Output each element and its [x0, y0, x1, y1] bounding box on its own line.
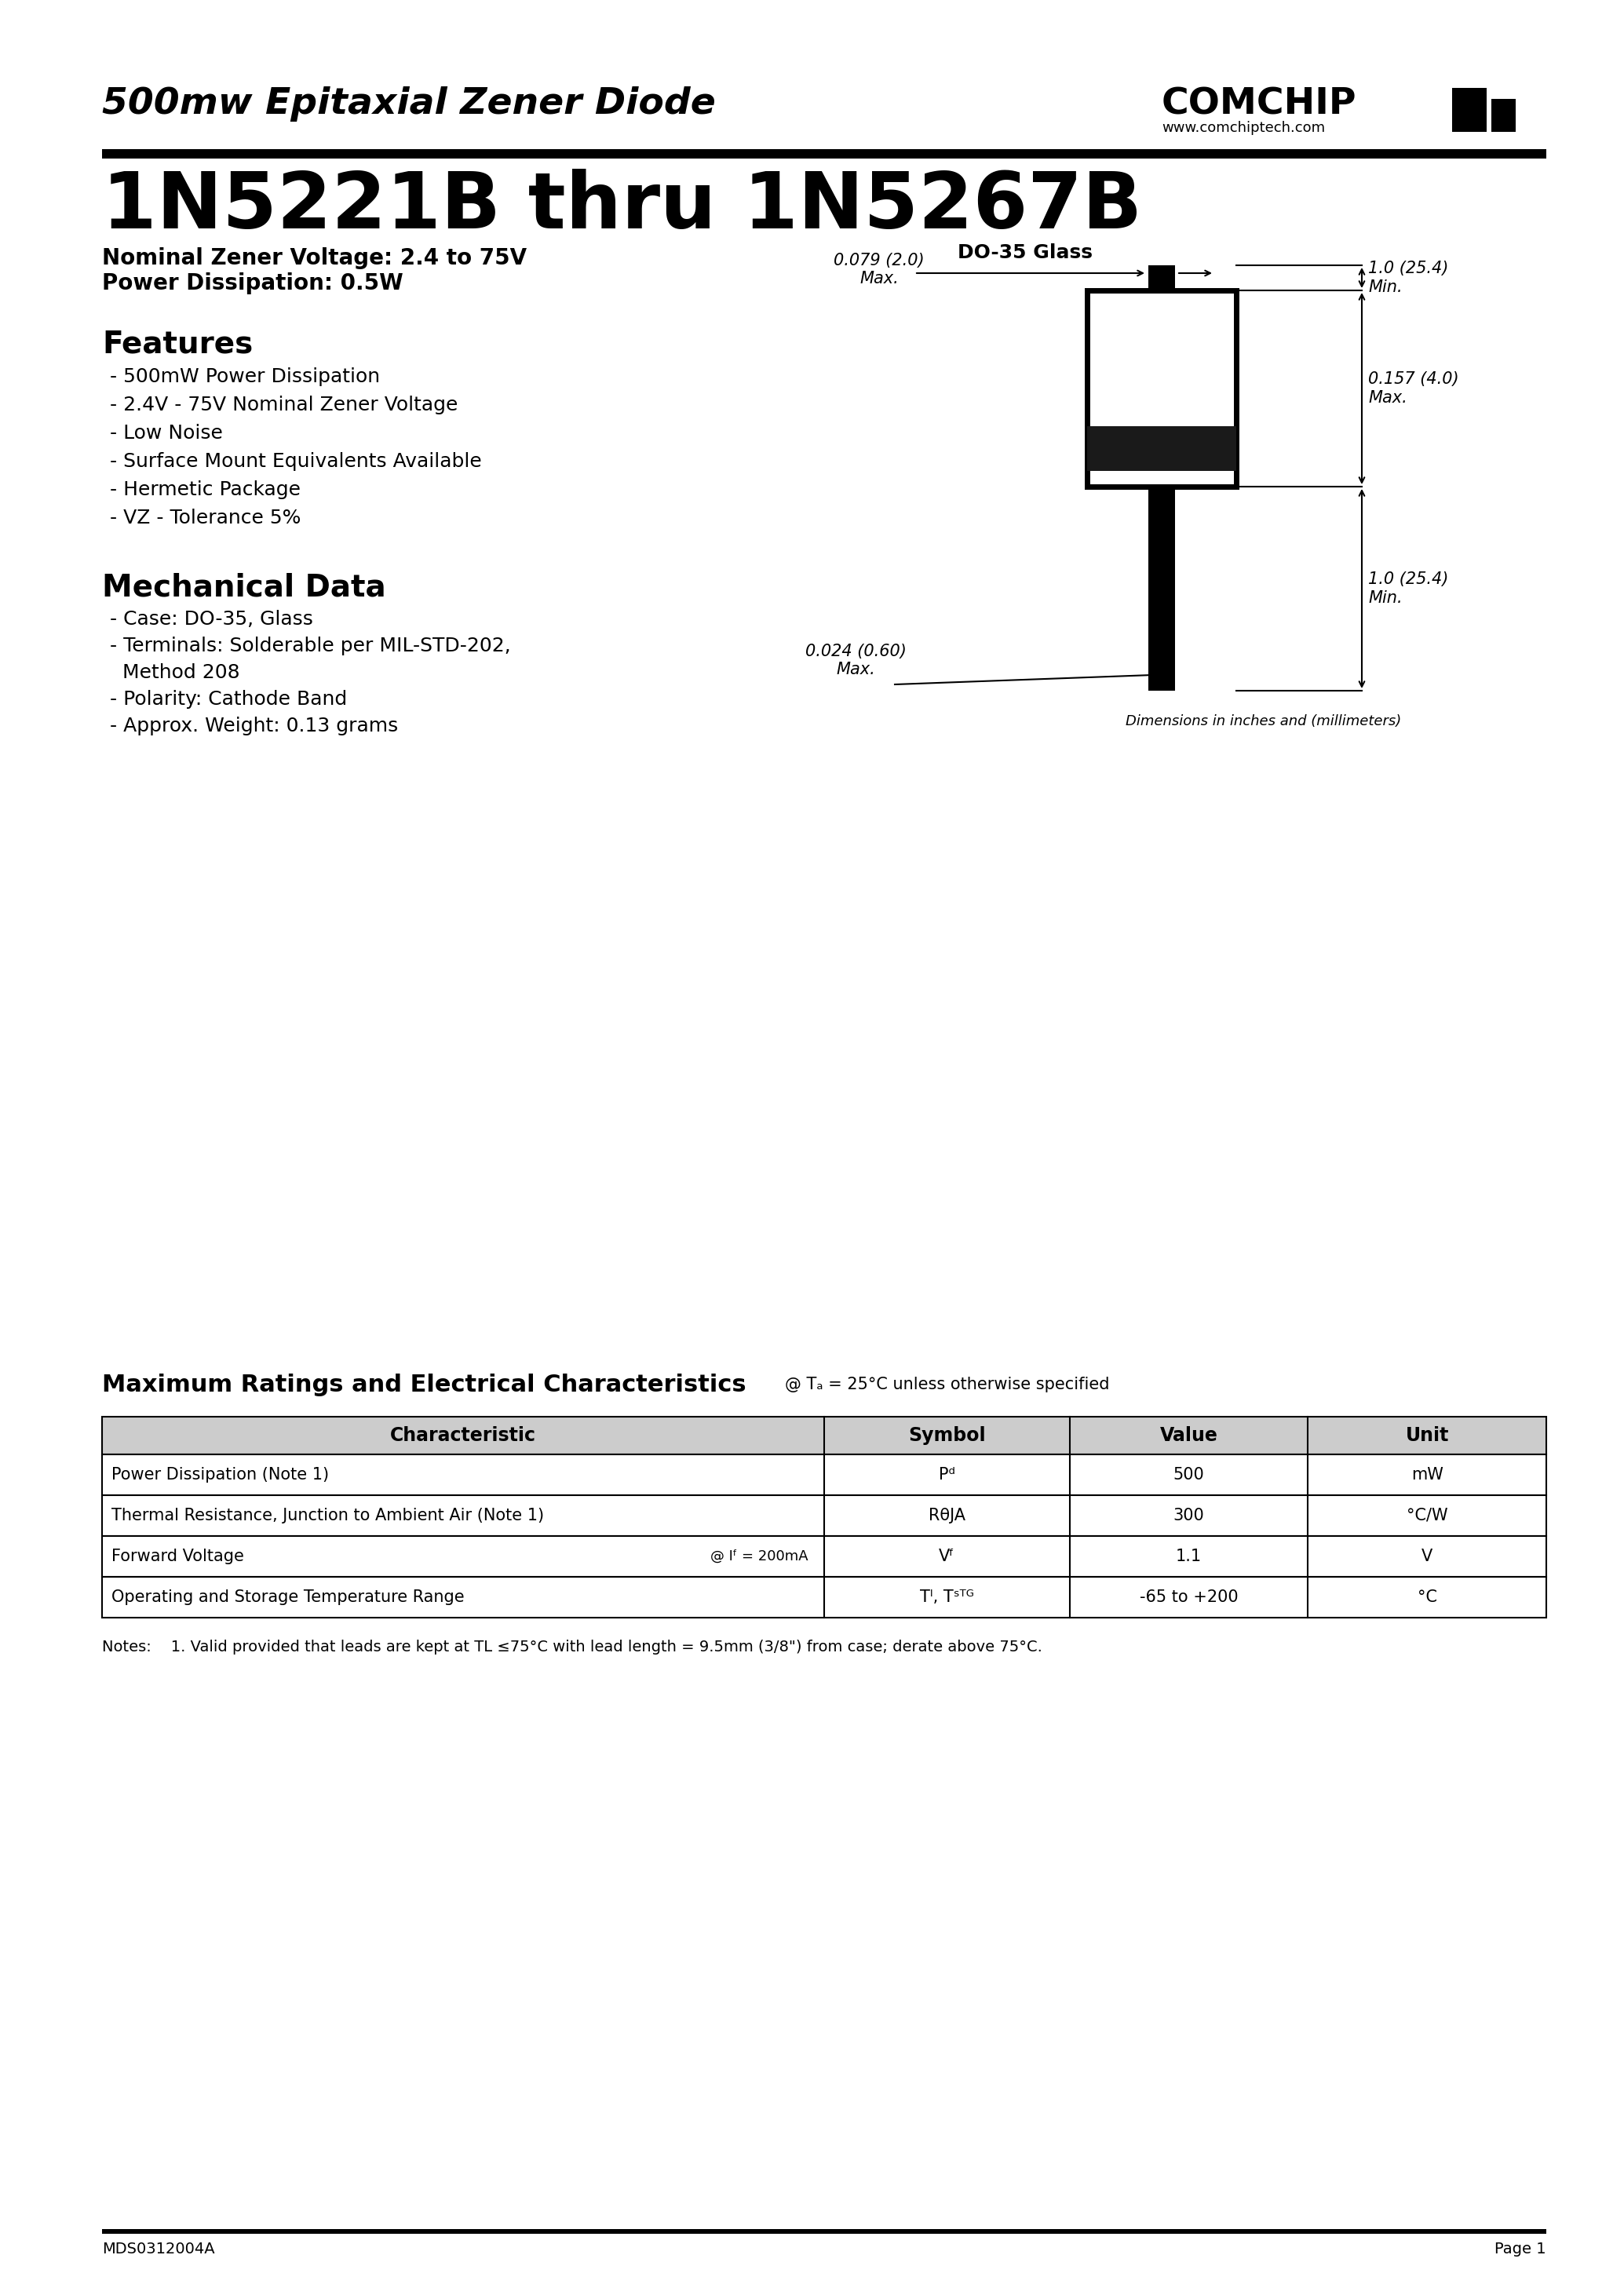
Text: Forward Voltage: Forward Voltage: [112, 1549, 244, 1565]
Text: - Terminals: Solderable per MIL-STD-202,: - Terminals: Solderable per MIL-STD-202,: [110, 636, 512, 656]
Text: 0.157 (4.0)
Max.: 0.157 (4.0) Max.: [1367, 372, 1458, 406]
Text: Value: Value: [1160, 1425, 1218, 1446]
Text: Characteristic: Characteristic: [390, 1425, 536, 1446]
Text: - VZ - Tolerance 5%: - VZ - Tolerance 5%: [110, 509, 300, 528]
Text: www.comchiptech.com: www.comchiptech.com: [1161, 122, 1325, 135]
Text: Mechanical Data: Mechanical Data: [102, 571, 387, 601]
Bar: [1148, 487, 1176, 691]
Text: Power Dissipation (Note 1): Power Dissipation (Note 1): [112, 1467, 330, 1483]
Text: - Approx. Weight: 0.13 grams: - Approx. Weight: 0.13 grams: [110, 716, 398, 734]
Text: Notes:    1. Valid provided that leads are kept at TL ≤75°C with lead length = 9: Notes: 1. Valid provided that leads are …: [102, 1639, 1043, 1655]
Text: mW: mW: [1411, 1467, 1444, 1483]
Text: Dimensions in inches and (millimeters): Dimensions in inches and (millimeters): [1125, 714, 1402, 728]
Text: Unit: Unit: [1405, 1425, 1449, 1446]
Text: °C/W: °C/W: [1406, 1508, 1447, 1524]
Text: 1.1: 1.1: [1176, 1549, 1202, 1565]
Text: Features: Features: [102, 330, 253, 360]
Text: - Surface Mount Equivalents Available: - Surface Mount Equivalents Available: [110, 452, 482, 470]
Text: 0.079 (2.0)
Max.: 0.079 (2.0) Max.: [833, 252, 924, 287]
Text: Method 208: Method 208: [110, 663, 240, 682]
Text: Page 1: Page 1: [1494, 2242, 1546, 2256]
Text: @ Iᶠ = 200mA: @ Iᶠ = 200mA: [711, 1549, 809, 1563]
Bar: [102, 1455, 1546, 1496]
Text: MDS0312004A: MDS0312004A: [102, 2242, 214, 2256]
Text: 500: 500: [1173, 1467, 1205, 1483]
Text: V: V: [1421, 1549, 1432, 1565]
Text: - Polarity: Cathode Band: - Polarity: Cathode Band: [110, 691, 348, 709]
Text: Operating and Storage Temperature Range: Operating and Storage Temperature Range: [112, 1590, 464, 1604]
Text: DO-35 Glass: DO-35 Glass: [958, 243, 1093, 262]
Text: Thermal Resistance, Junction to Ambient Air (Note 1): Thermal Resistance, Junction to Ambient …: [112, 1508, 544, 1524]
Text: 500mw Epitaxial Zener Diode: 500mw Epitaxial Zener Diode: [102, 87, 716, 122]
Text: 1.0 (25.4)
Min.: 1.0 (25.4) Min.: [1367, 571, 1449, 606]
Text: RθJA: RθJA: [929, 1508, 965, 1524]
Text: Symbol: Symbol: [908, 1425, 986, 1446]
Text: Nominal Zener Voltage: 2.4 to 75V: Nominal Zener Voltage: 2.4 to 75V: [102, 248, 526, 269]
Bar: [102, 1577, 1546, 1618]
Text: - Low Noise: - Low Noise: [110, 425, 222, 443]
Bar: [1086, 427, 1236, 470]
Text: Pᵈ: Pᵈ: [939, 1467, 955, 1483]
Bar: [102, 149, 1546, 158]
Bar: [102, 1535, 1546, 1577]
Bar: [1086, 291, 1236, 487]
Bar: [1452, 87, 1486, 131]
Text: °C: °C: [1418, 1590, 1437, 1604]
Text: - 2.4V - 75V Nominal Zener Voltage: - 2.4V - 75V Nominal Zener Voltage: [110, 395, 458, 415]
Text: Vᶠ: Vᶠ: [939, 1549, 955, 1565]
Text: Maximum Ratings and Electrical Characteristics: Maximum Ratings and Electrical Character…: [102, 1372, 745, 1395]
Bar: [102, 1496, 1546, 1535]
Bar: [1491, 99, 1515, 131]
Text: 1N5221B thru 1N5267B: 1N5221B thru 1N5267B: [102, 170, 1142, 246]
Text: Power Dissipation: 0.5W: Power Dissipation: 0.5W: [102, 273, 403, 294]
Text: 0.024 (0.60)
Max.: 0.024 (0.60) Max.: [806, 643, 906, 677]
Bar: [102, 1416, 1546, 1455]
Text: - 500mW Power Dissipation: - 500mW Power Dissipation: [110, 367, 380, 386]
Text: @ Tₐ = 25°C unless otherwise specified: @ Tₐ = 25°C unless otherwise specified: [784, 1377, 1109, 1393]
Text: - Case: DO-35, Glass: - Case: DO-35, Glass: [110, 610, 313, 629]
Text: - Hermetic Package: - Hermetic Package: [110, 480, 300, 500]
Text: 1.0 (25.4)
Min.: 1.0 (25.4) Min.: [1367, 262, 1449, 294]
Text: COMCHIP: COMCHIP: [1161, 87, 1356, 122]
Text: -65 to +200: -65 to +200: [1140, 1590, 1237, 1604]
Bar: [1148, 266, 1176, 291]
Text: 300: 300: [1173, 1508, 1205, 1524]
Text: Tᴵ, Tˢᵀᴳ: Tᴵ, Tˢᵀᴳ: [919, 1590, 974, 1604]
Bar: [102, 2228, 1546, 2233]
